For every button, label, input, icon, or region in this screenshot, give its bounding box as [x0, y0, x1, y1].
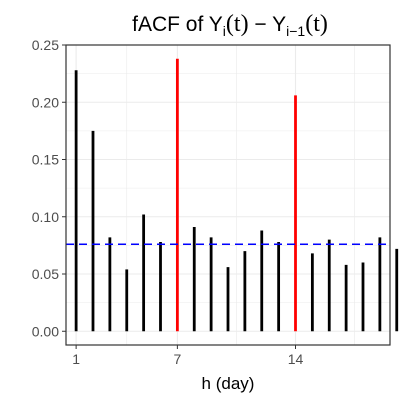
y-tick-label: 0.25: [32, 37, 59, 53]
acf-bars: [74, 58, 399, 332]
title-t-first: (t): [226, 11, 249, 37]
title-prefix: fACF of Y: [132, 13, 223, 36]
x-tick-label: 14: [288, 351, 304, 367]
title-t-second: (t): [305, 11, 328, 37]
chart-title: fACF of Yi(t) − Yi−1(t): [132, 11, 328, 39]
y-tick-label: 0.05: [32, 266, 59, 282]
svg-text:fACF of Yi(t) − Yi−1(t): fACF of Yi(t) − Yi−1(t): [132, 11, 328, 39]
y-tick-label: 0.15: [32, 152, 59, 168]
x-axis-ticks: 1 7 14: [72, 345, 303, 367]
y-tick-label: 0.10: [32, 209, 59, 225]
panel-border: [65, 44, 391, 346]
y-axis-ticks: 0.00 0.05 0.10 0.15 0.20 0.25: [32, 37, 66, 339]
x-axis-title: h (day): [202, 374, 255, 393]
title-minus-y: − Y: [249, 13, 287, 36]
title-subscript-i: i: [223, 23, 226, 39]
y-tick-label: 0.20: [32, 94, 59, 110]
title-subscript-i-minus-1: i−1: [286, 23, 305, 39]
x-tick-label: 1: [72, 351, 80, 367]
y-tick-label: 0.00: [32, 323, 59, 339]
x-tick-label: 7: [173, 351, 181, 367]
